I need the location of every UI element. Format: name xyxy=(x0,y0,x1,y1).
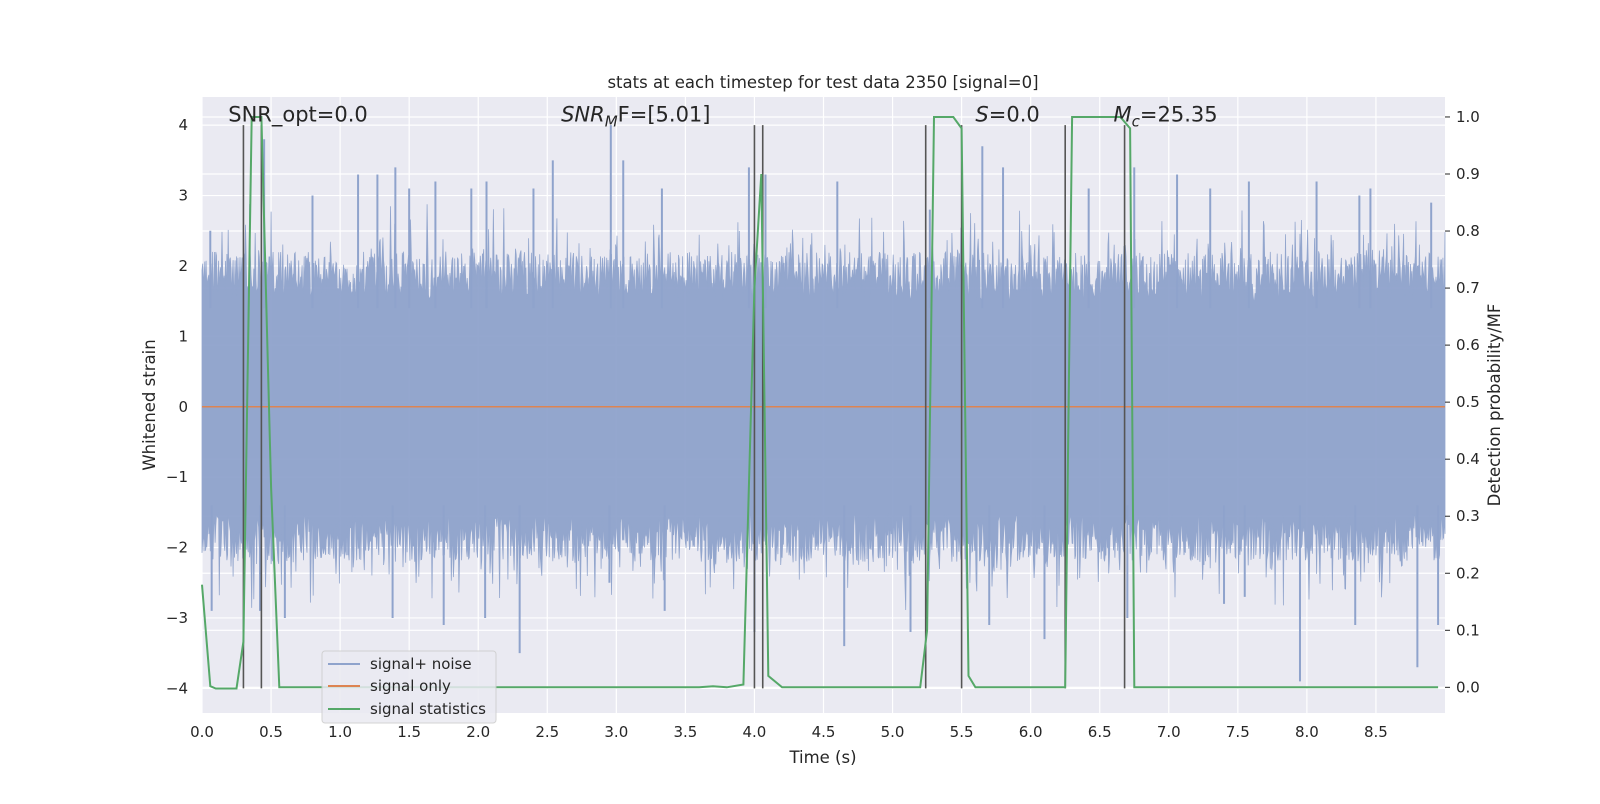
annotation-base: SNR xyxy=(561,103,605,127)
statistics-series xyxy=(201,116,1439,690)
annotation-value: F=[5.01] xyxy=(618,103,711,127)
x-tick-label: 5.0 xyxy=(881,723,905,741)
legend-label-statistics: signal statistics xyxy=(370,700,486,718)
annotation-text: S=0.0 xyxy=(975,103,1039,127)
y-tick-label: −2 xyxy=(166,539,188,557)
x-tick-label: 2.5 xyxy=(535,723,559,741)
y-tick-label: 0 xyxy=(178,398,188,416)
y-right-tick-label: 0.3 xyxy=(1456,507,1480,525)
y-right-tick-label: 0.7 xyxy=(1456,279,1480,297)
annotation-text: SNRMF=[5.01] xyxy=(561,103,710,131)
x-tick-label: 6.5 xyxy=(1088,723,1112,741)
y-tick-label: 3 xyxy=(178,187,188,205)
x-tick-label: 2.0 xyxy=(466,723,490,741)
x-tick-label: 1.0 xyxy=(328,723,352,741)
y-right-tick-label: 0.0 xyxy=(1456,678,1480,696)
y-right-tick-label: 0.8 xyxy=(1456,222,1480,240)
y-right-tick-label: 1.0 xyxy=(1456,108,1480,126)
legend: signal+ noise signal only signal statist… xyxy=(321,650,497,724)
x-axis-label: Time (s) xyxy=(788,748,856,767)
y-right-tick-label: 0.2 xyxy=(1456,564,1480,582)
annotations: SNR_opt=0.0 SNRMF=[5.01] S=0.0 Mc=25.35 xyxy=(228,103,1217,131)
y-right-tick-label: 0.6 xyxy=(1456,336,1480,354)
x-tick-label: 0.5 xyxy=(259,723,283,741)
x-tick-label: 7.0 xyxy=(1157,723,1181,741)
annotation-text: SNR_opt=0.0 xyxy=(228,103,368,128)
annotation-value: =25.35 xyxy=(1140,103,1218,127)
annotation-value: =0.0 xyxy=(989,103,1040,127)
x-tick-label: 4.0 xyxy=(743,723,767,741)
y-right-tick-label: 0.9 xyxy=(1456,165,1480,183)
y-right-axis-label: Detection probability/MF xyxy=(1485,304,1504,507)
x-tick-label: 7.5 xyxy=(1226,723,1250,741)
chart-title: stats at each timestep for test data 235… xyxy=(607,73,1038,92)
y-tick-label: −1 xyxy=(166,468,188,486)
y-right-tick-label: 0.1 xyxy=(1456,621,1480,639)
y-axis-label: Whitened strain xyxy=(140,339,159,470)
x-tick-label: 1.5 xyxy=(397,723,421,741)
annotation-text: Mc=25.35 xyxy=(1114,103,1218,131)
y-tick-label: 4 xyxy=(178,116,188,134)
y-tick-label: 1 xyxy=(178,327,188,345)
y-right-tick-label: 0.5 xyxy=(1456,393,1480,411)
annotation-base: M xyxy=(1114,103,1132,127)
legend-label-noise: signal+ noise xyxy=(370,655,472,673)
statistics-line xyxy=(201,116,1439,690)
x-tick-label: 8.5 xyxy=(1364,723,1388,741)
vertical-lines xyxy=(242,125,1126,689)
legend-box xyxy=(321,650,497,724)
x-tick-label: 3.5 xyxy=(673,723,697,741)
annotation-subscript: M xyxy=(605,113,618,131)
y-tick-label: −3 xyxy=(166,609,188,627)
legend-label-signal: signal only xyxy=(370,677,451,695)
annotation-base: S xyxy=(975,103,988,127)
y-tick-label: −4 xyxy=(166,679,188,697)
x-tick-label: 0.0 xyxy=(190,723,214,741)
x-tick-label: 8.0 xyxy=(1295,723,1319,741)
x-tick-label: 5.5 xyxy=(950,723,974,741)
tick-labels: 0.0 0.5 1.0 1.5 2.0 2.5 3.0 3.5 4.0 4.5 5.0 5.5 6.0 6… xyxy=(166,108,1480,741)
x-tick-label: 6.0 xyxy=(1019,723,1043,741)
annotation-subscript: c xyxy=(1132,113,1141,131)
x-tick-label: 4.5 xyxy=(812,723,836,741)
y-right-tick-label: 0.4 xyxy=(1456,450,1480,468)
y-tick-label: 2 xyxy=(178,257,188,275)
x-tick-label: 3.0 xyxy=(604,723,628,741)
